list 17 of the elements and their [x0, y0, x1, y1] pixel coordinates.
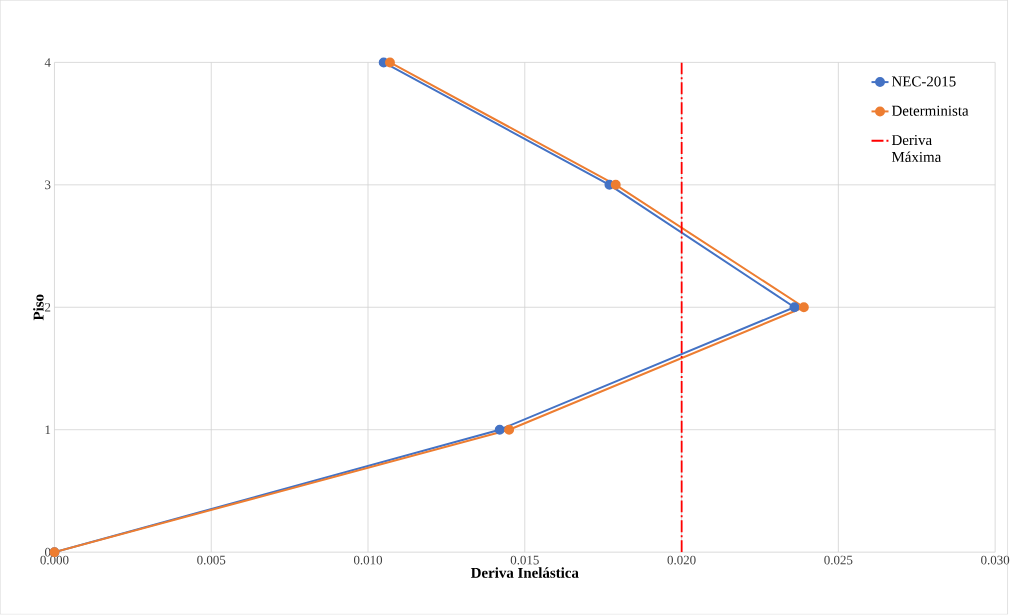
legend-label: NEC-2015	[891, 76, 956, 87]
x-axis-title: Deriva Inelástica	[470, 567, 579, 579]
x-tick-label: 0.000	[40, 555, 69, 565]
legend-label: Determinista	[891, 105, 969, 116]
x-tick-label: 0.005	[197, 555, 226, 565]
x-tick-label: 0.025	[824, 555, 853, 565]
y-tick-label: 1	[45, 425, 51, 435]
x-tick-label: 0.010	[353, 555, 383, 565]
legend-label: Deriva Máxima	[891, 135, 942, 163]
y-tick-label: 0	[44, 548, 51, 557]
x-tick-label: 0.015	[510, 555, 539, 565]
y-tick-label: 2	[45, 303, 51, 312]
y-axis-title: Piso	[33, 294, 44, 321]
x-tick-label: 0.020	[667, 555, 696, 565]
x-tick-label: 0.030	[981, 555, 1010, 565]
y-tick-label: 4	[44, 58, 51, 67]
y-tick-label: 3	[45, 180, 51, 190]
